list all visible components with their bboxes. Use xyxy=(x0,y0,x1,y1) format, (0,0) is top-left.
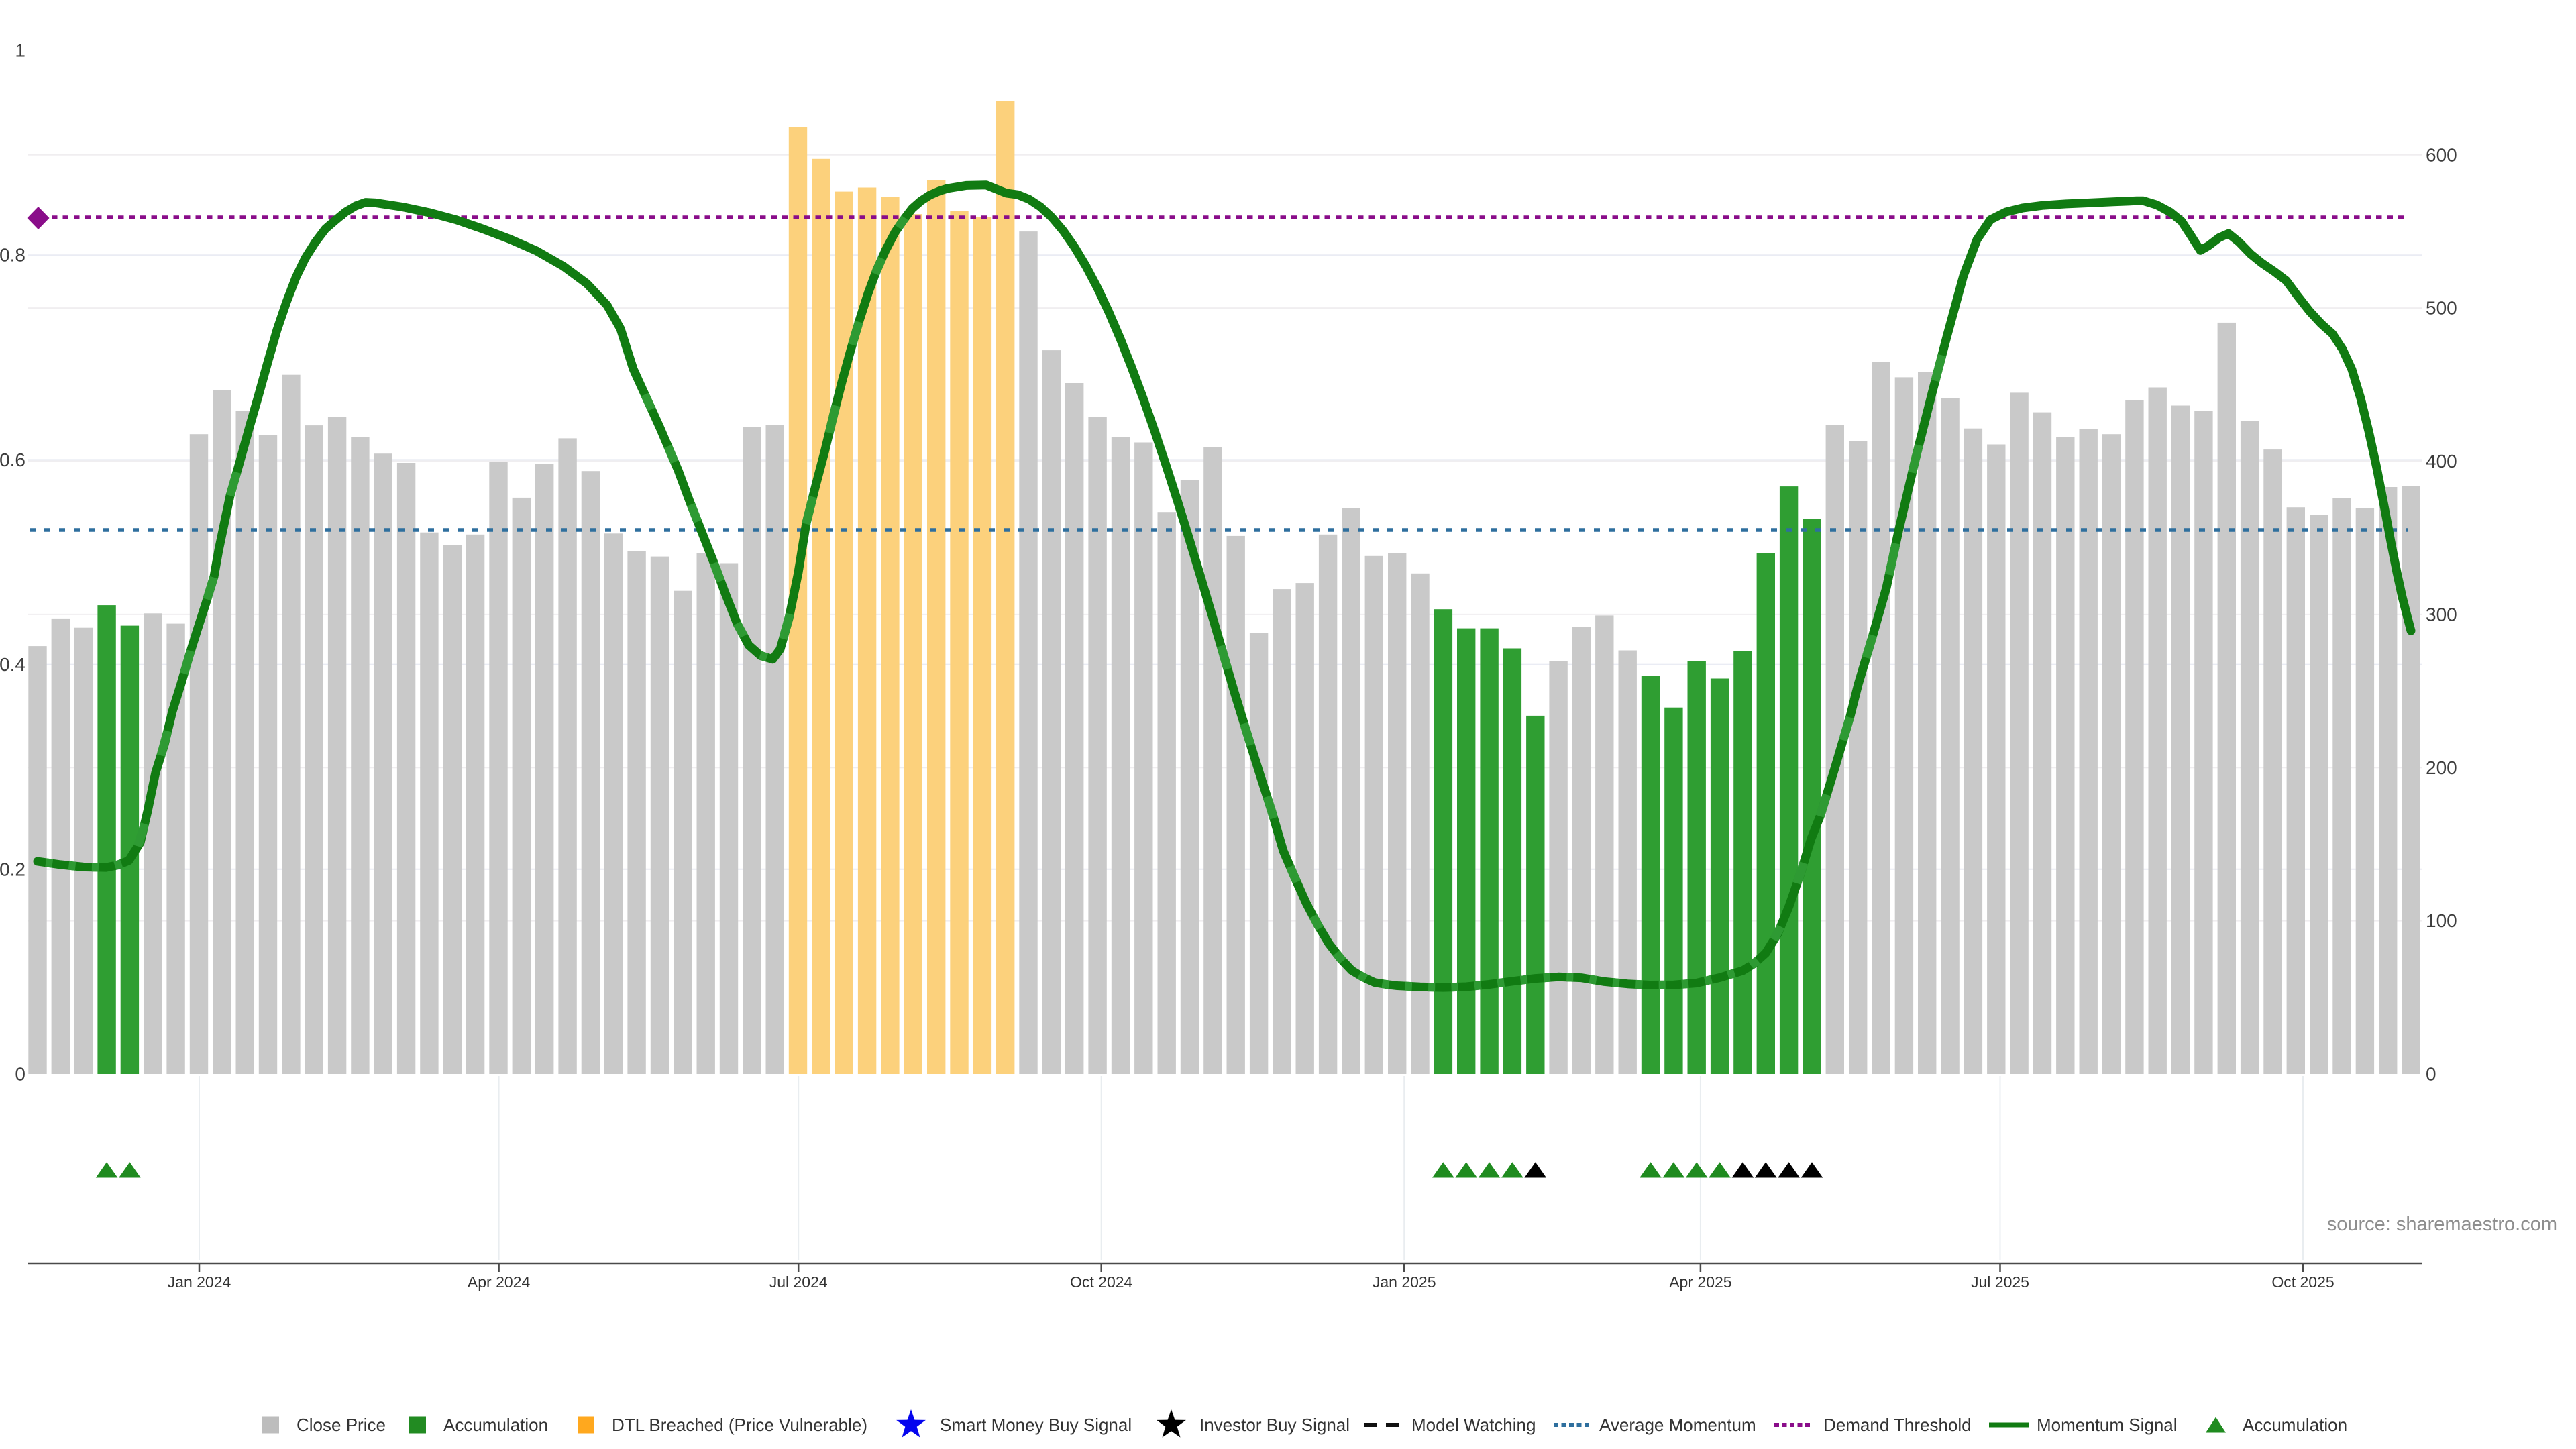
svg-text:Average Momentum: Average Momentum xyxy=(1599,1415,1756,1435)
svg-text:600: 600 xyxy=(2426,144,2457,165)
svg-text:0: 0 xyxy=(15,1064,25,1085)
svg-text:0.8: 0.8 xyxy=(0,245,25,266)
svg-text:Oct 2025: Oct 2025 xyxy=(2271,1273,2334,1291)
svg-text:Jul 2025: Jul 2025 xyxy=(1971,1273,2029,1291)
svg-text:Demand Threshold: Demand Threshold xyxy=(1823,1415,1972,1435)
svg-text:Apr 2024: Apr 2024 xyxy=(468,1273,531,1291)
svg-text:100: 100 xyxy=(2426,910,2457,931)
svg-text:500: 500 xyxy=(2426,298,2457,319)
svg-text:300: 300 xyxy=(2426,604,2457,625)
svg-text:Apr 2025: Apr 2025 xyxy=(1669,1273,1731,1291)
svg-text:Jan 2025: Jan 2025 xyxy=(1373,1273,1436,1291)
svg-text:Oct 2024: Oct 2024 xyxy=(1070,1273,1133,1291)
svg-text:Investor Buy Signal: Investor Buy Signal xyxy=(1199,1415,1350,1435)
svg-text:Accumulation: Accumulation xyxy=(443,1415,548,1435)
svg-text:Smart Money Buy Signal: Smart Money Buy Signal xyxy=(940,1415,1132,1435)
svg-text:Momentum Signal: Momentum Signal xyxy=(2037,1415,2178,1435)
svg-text:source: sharemaestro.com: source: sharemaestro.com xyxy=(2327,1214,2557,1235)
svg-text:DTL Breached (Price Vulnerable: DTL Breached (Price Vulnerable) xyxy=(612,1415,867,1435)
svg-text:0: 0 xyxy=(2426,1064,2436,1085)
svg-text:0.2: 0.2 xyxy=(0,859,25,879)
svg-text:Model Watching: Model Watching xyxy=(1411,1415,1536,1435)
svg-text:Accumulation: Accumulation xyxy=(2243,1415,2347,1435)
svg-text:Jul 2024: Jul 2024 xyxy=(769,1273,828,1291)
svg-text:0.4: 0.4 xyxy=(0,654,25,675)
svg-text:200: 200 xyxy=(2426,757,2457,778)
svg-text:Jan 2024: Jan 2024 xyxy=(168,1273,231,1291)
svg-text:1: 1 xyxy=(15,40,25,61)
svg-text:Close Price: Close Price xyxy=(297,1415,386,1435)
svg-text:400: 400 xyxy=(2426,451,2457,472)
svg-text:0.6: 0.6 xyxy=(0,449,25,470)
